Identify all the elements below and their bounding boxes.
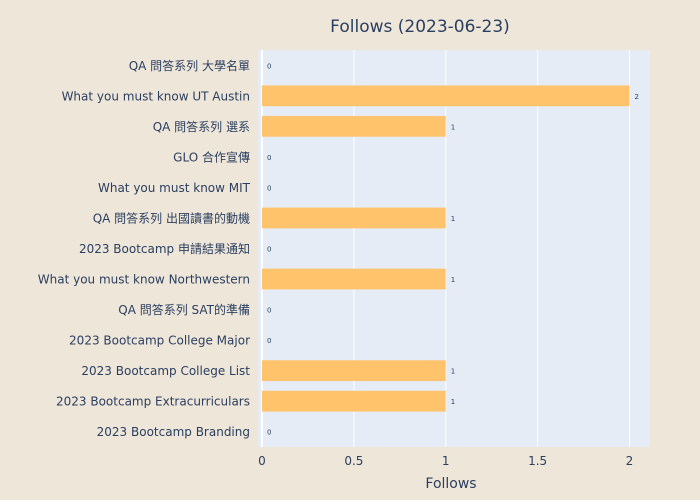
bar-value-label: 0 [267,337,271,345]
x-tick-label: 2 [626,454,634,468]
bar-value-label: 0 [267,307,271,315]
bar-value-label: 0 [267,62,271,70]
bar-value-label: 0 [267,154,271,162]
bar-value-label: 0 [267,429,271,437]
chart-title: Follows (2023-06-23) [330,17,510,37]
bar[interactable] [262,85,630,107]
bar[interactable] [262,360,446,382]
y-category-label: 2023 Bootcamp 申請結果通知 [79,242,250,256]
bar-value-label: 0 [267,246,271,254]
bar-value-label: 1 [451,276,455,284]
y-category-label: What you must know UT Austin [62,89,250,103]
bar-value-label: 1 [451,398,455,406]
bar[interactable] [262,115,446,137]
y-category-label: QA 問答系列 SAT的準備 [118,302,250,317]
y-category-label: What you must know Northwestern [38,273,250,287]
bar-value-label: 0 [267,184,271,192]
y-category-label: 2023 Bootcamp Branding [97,425,250,439]
y-category-label: 2023 Bootcamp College Major [69,334,250,348]
data-labels: 0 2 1 0 0 1 0 1 0 0 1 1 0 [267,62,639,436]
x-axis-title: Follows [425,476,476,492]
bar[interactable] [262,390,446,412]
y-category-label: 2023 Bootcamp Extracurriculars [56,395,250,409]
y-category-label: QA 問答系列 選系 [153,119,250,134]
bar-value-label: 1 [451,123,455,131]
x-tick-label: 1 [442,454,450,468]
x-tick-label: 0.5 [344,454,363,468]
y-category-label: QA 問答系列 大學名單 [129,58,250,73]
y-category-label: QA 問答系列 出國讀書的動機 [93,210,250,225]
bar-value-label: 1 [451,368,455,376]
bars [262,85,630,412]
bar[interactable] [262,207,446,229]
x-axis-tick-labels: 0 0.5 1 1.5 2 [258,454,633,468]
y-category-label: 2023 Bootcamp College List [81,364,250,378]
y-axis-category-labels: QA 問答系列 大學名單 What you must know UT Austin… [38,58,251,439]
y-category-label: What you must know MIT [98,181,251,195]
bar-value-label: 2 [635,93,639,101]
plot-area [258,50,650,447]
x-tick-label: 0 [258,454,266,468]
bar-value-label: 1 [451,215,455,223]
y-category-label: GLO 合作宣傳 [173,149,250,164]
bar[interactable] [262,268,446,290]
x-tick-label: 1.5 [528,454,547,468]
